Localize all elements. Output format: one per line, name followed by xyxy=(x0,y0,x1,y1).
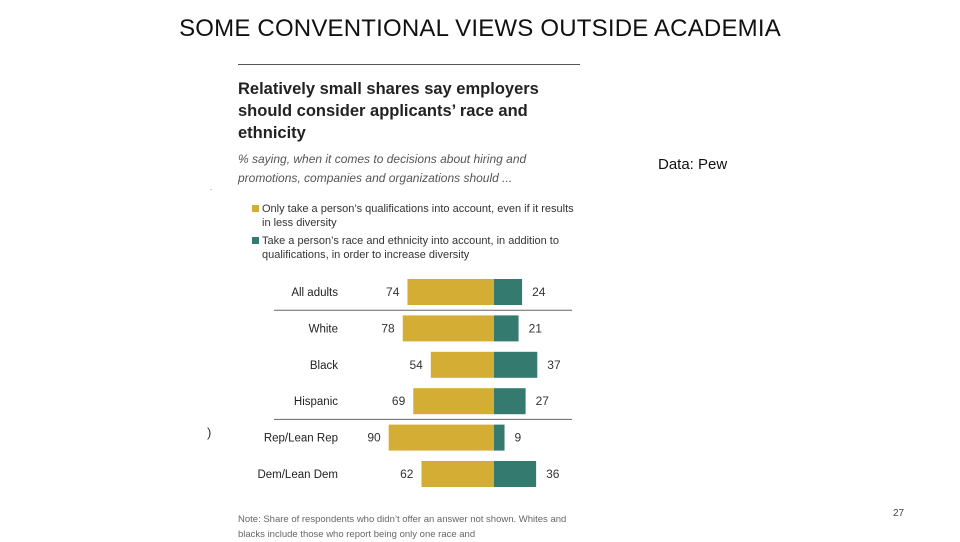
stray-dot: . xyxy=(210,183,213,192)
bar-race-ethnicity-all-adults xyxy=(494,279,523,305)
value-label-qualifications-all-adults: 74 xyxy=(386,285,400,299)
category-label-hispanic: Hispanic xyxy=(294,396,338,408)
value-label-race-ethnicity-hispanic: 27 xyxy=(536,394,550,408)
value-label-race-ethnicity-black: 37 xyxy=(547,358,561,372)
chart-subtitle: % saying, when it comes to decisions abo… xyxy=(238,152,527,185)
source-label: Data: Pew xyxy=(658,156,728,173)
category-label-white: White xyxy=(309,323,338,335)
bar-race-ethnicity-black xyxy=(494,351,538,378)
value-label-race-ethnicity-rep-lean-rep: 9 xyxy=(515,431,522,445)
legend-swatch-race-ethnicity xyxy=(252,237,259,244)
bar-qualifications-all-adults xyxy=(407,279,494,305)
value-label-race-ethnicity-dem-lean-dem: 36 xyxy=(546,467,560,481)
legend-item-race-ethnicity: Take a person’s race and ethnicity into … xyxy=(252,234,582,262)
legend-swatch-qualifications xyxy=(252,205,259,212)
value-label-race-ethnicity-all-adults: 24 xyxy=(532,285,546,299)
legend-label-race-ethnicity: Take a person’s race and ethnicity into … xyxy=(262,235,559,261)
chart-legend: Only take a person’s qualifications into… xyxy=(252,202,582,266)
legend-item-qualifications: Only take a person’s qualifications into… xyxy=(252,202,582,230)
value-label-qualifications-white: 78 xyxy=(381,321,395,335)
category-label-dem-lean-dem: Dem/Lean Dem xyxy=(257,469,338,481)
bar-race-ethnicity-rep-lean-rep xyxy=(494,424,505,451)
value-label-qualifications-rep-lean-rep: 90 xyxy=(367,431,381,445)
slide-title: SOME CONVENTIONAL VIEWS OUTSIDE ACADEMIA xyxy=(179,15,781,42)
category-label-black: Black xyxy=(310,360,338,372)
bar-qualifications-white xyxy=(402,315,494,342)
bar-race-ethnicity-dem-lean-dem xyxy=(494,461,537,487)
chart-top-rule xyxy=(238,64,580,65)
bar-qualifications-hispanic xyxy=(413,388,494,415)
page-number: 27 xyxy=(893,508,905,519)
value-label-qualifications-hispanic: 69 xyxy=(392,394,406,408)
bar-race-ethnicity-hispanic xyxy=(494,388,526,415)
value-label-qualifications-black: 54 xyxy=(409,358,423,372)
chart-note: Note: Share of respondents who didn’t of… xyxy=(238,514,567,540)
bar-race-ethnicity-white xyxy=(494,315,519,342)
bar-chart-area: All adults 74 24 White 78 21 Black 54 37 Hispanic… xyxy=(257,279,572,487)
pew-chart: Relatively small shares say employers sh… xyxy=(230,60,580,540)
bar-qualifications-rep-lean-rep xyxy=(388,424,494,451)
value-label-race-ethnicity-white: 21 xyxy=(529,321,543,335)
bar-qualifications-dem-lean-dem xyxy=(421,461,494,487)
category-label-all-adults: All adults xyxy=(291,287,338,299)
chart-title: Relatively small shares say employers sh… xyxy=(238,80,539,142)
value-label-qualifications-dem-lean-dem: 62 xyxy=(400,467,414,481)
category-label-rep-lean-rep: Rep/Lean Rep xyxy=(264,433,338,445)
stray-paren: ) xyxy=(207,425,212,440)
legend-label-qualifications: Only take a person’s qualifications into… xyxy=(262,203,574,229)
bar-qualifications-black xyxy=(430,351,494,378)
